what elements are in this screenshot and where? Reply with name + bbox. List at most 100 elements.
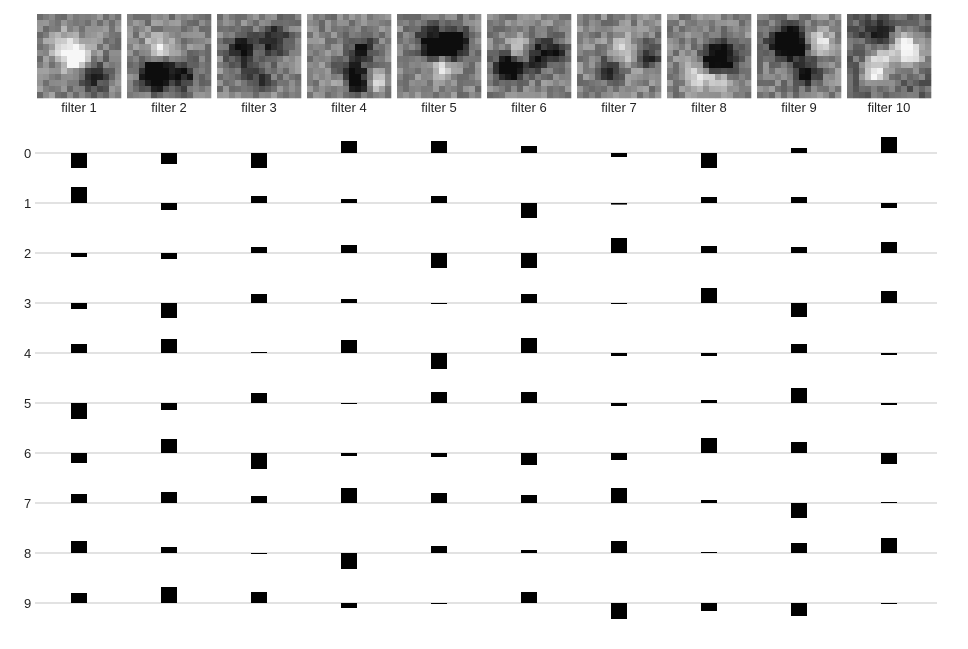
filter-2-image (127, 14, 211, 98)
bar-filter-6-row-8 (521, 550, 537, 553)
bar-filter-10-row-9 (881, 603, 897, 604)
bar-filter-1-row-2 (71, 253, 87, 257)
filter-8-image (667, 14, 751, 98)
bar-filter-4-row-0 (341, 141, 357, 153)
bar-filter-9-row-7 (791, 503, 807, 518)
filter-label-2: filter 2 (151, 100, 186, 115)
bar-filter-5-row-0 (431, 141, 447, 153)
bar-filter-2-row-3 (161, 303, 177, 318)
bar-filter-6-row-0 (521, 146, 537, 153)
bar-filter-9-row-2 (791, 247, 807, 253)
bar-filter-9-row-8 (791, 543, 807, 553)
bar-filter-8-row-6 (701, 438, 717, 453)
filter-label-4: filter 4 (331, 100, 366, 115)
filter-label-9: filter 9 (781, 100, 816, 115)
bar-filter-8-row-7 (701, 500, 717, 503)
bar-filter-6-row-9 (521, 592, 537, 603)
bar-filter-4-row-1 (341, 199, 357, 203)
bar-filter-8-row-0 (701, 153, 717, 168)
bar-filter-10-row-3 (881, 291, 897, 303)
bar-filter-3-row-9 (251, 592, 267, 603)
bar-filter-1-row-5 (71, 403, 87, 419)
bar-filter-7-row-2 (611, 238, 627, 253)
row-label-8: 8 (24, 546, 31, 561)
filter-5-image (397, 14, 481, 98)
bar-filter-1-row-8 (71, 541, 87, 553)
bar-filter-7-row-7 (611, 488, 627, 503)
bar-filter-7-row-3 (611, 303, 627, 304)
bar-filter-6-row-7 (521, 495, 537, 503)
bar-filter-2-row-4 (161, 339, 177, 353)
bar-filter-10-row-8 (881, 538, 897, 553)
bar-filter-10-row-4 (881, 353, 897, 355)
bar-filter-10-row-7 (881, 502, 897, 503)
bar-filter-6-row-1 (521, 203, 537, 218)
bar-filter-3-row-6 (251, 453, 267, 469)
bar-filter-1-row-3 (71, 303, 87, 309)
bar-filter-1-row-0 (71, 153, 87, 168)
bar-filter-5-row-6 (431, 453, 447, 457)
bar-filter-10-row-2 (881, 242, 897, 253)
bar-filter-9-row-6 (791, 442, 807, 453)
bar-filter-10-row-1 (881, 203, 897, 208)
bar-filter-4-row-2 (341, 245, 357, 253)
bar-filter-9-row-9 (791, 603, 807, 616)
bar-filter-2-row-6 (161, 439, 177, 453)
filter-9-image (757, 14, 841, 98)
bar-filter-3-row-0 (251, 153, 267, 168)
bar-filter-2-row-7 (161, 492, 177, 503)
bar-filter-9-row-5 (791, 388, 807, 403)
bar-filter-4-row-5 (341, 403, 357, 404)
row-label-2: 2 (24, 246, 31, 261)
bar-filter-5-row-9 (431, 603, 447, 604)
bar-filter-10-row-5 (881, 403, 897, 405)
bar-filter-2-row-8 (161, 547, 177, 553)
row-gridlines (35, 153, 937, 603)
bar-filter-2-row-5 (161, 403, 177, 410)
bar-filter-5-row-4 (431, 353, 447, 369)
bar-filter-5-row-7 (431, 493, 447, 503)
filter-6-image (487, 14, 571, 98)
filter-label-3: filter 3 (241, 100, 276, 115)
bar-filter-2-row-2 (161, 253, 177, 259)
bar-filter-4-row-8 (341, 553, 357, 569)
filter-label-8: filter 8 (691, 100, 726, 115)
bars (71, 137, 897, 619)
bar-filter-8-row-8 (701, 552, 717, 553)
bar-filter-5-row-8 (431, 546, 447, 553)
bar-filter-8-row-1 (701, 197, 717, 203)
bar-filter-7-row-8 (611, 541, 627, 553)
bar-filter-2-row-9 (161, 587, 177, 603)
bar-filter-1-row-4 (71, 344, 87, 353)
bar-filter-9-row-1 (791, 197, 807, 203)
bar-filter-8-row-2 (701, 246, 717, 253)
filter-10-image (847, 14, 931, 98)
bar-filter-6-row-3 (521, 294, 537, 303)
filter-4-image (307, 14, 391, 98)
bar-filter-7-row-9 (611, 603, 627, 619)
filter-1-image (37, 14, 121, 98)
bar-filter-10-row-0 (881, 137, 897, 153)
bar-filter-4-row-3 (341, 299, 357, 303)
bar-filter-7-row-0 (611, 153, 627, 157)
bar-filter-8-row-4 (701, 353, 717, 356)
bar-filter-9-row-3 (791, 303, 807, 317)
bar-filter-5-row-3 (431, 303, 447, 304)
row-label-4: 4 (24, 346, 31, 361)
bar-filter-5-row-1 (431, 196, 447, 203)
row-label-9: 9 (24, 596, 31, 611)
filter-labels: filter 1 filter 2 filter 3 filter 4 filter 5… (61, 100, 910, 115)
bar-filter-7-row-4 (611, 353, 627, 356)
bar-filter-5-row-5 (431, 392, 447, 403)
bar-filter-1-row-6 (71, 453, 87, 463)
bar-filter-7-row-6 (611, 453, 627, 460)
bar-filter-6-row-4 (521, 338, 537, 353)
filter-7-image (577, 14, 661, 98)
bar-filter-3-row-2 (251, 247, 267, 253)
filter-label-7: filter 7 (601, 100, 636, 115)
bar-filter-4-row-9 (341, 603, 357, 608)
bar-filter-3-row-5 (251, 393, 267, 403)
bar-filter-9-row-4 (791, 344, 807, 353)
bar-filter-1-row-7 (71, 494, 87, 503)
